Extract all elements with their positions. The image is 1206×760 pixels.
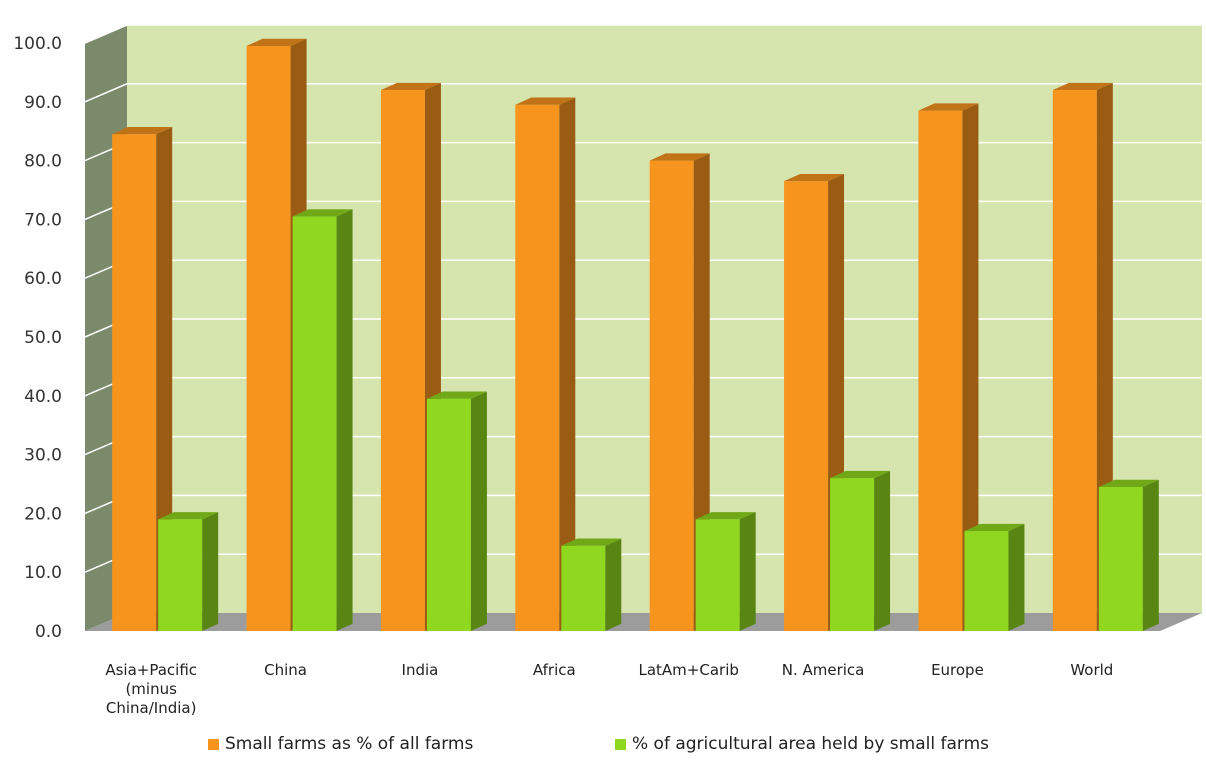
bar-agri-area-front	[695, 519, 740, 631]
bar-agri-area-front	[426, 398, 471, 631]
bar-agri-area-top	[695, 512, 756, 520]
bar-agri-area-front	[561, 545, 606, 631]
x-tick-label: N. America	[782, 661, 865, 679]
bar-small-farms-front	[112, 134, 157, 631]
bar-agri-area-side	[1008, 523, 1025, 631]
y-tick-label: 70.0	[24, 210, 62, 230]
bar-agri-area-front	[158, 519, 203, 631]
bar-small-farms	[112, 126, 173, 631]
x-tick-label: (minus	[125, 680, 177, 698]
x-tick-label: World	[1070, 661, 1113, 679]
bar-small-farms-front	[918, 110, 963, 632]
gridline	[84, 83, 1202, 103]
bar-small-farms-top	[918, 103, 979, 111]
bar-agri-area	[695, 512, 756, 631]
bar-agri-area-front	[292, 216, 337, 631]
bar-agri-area	[158, 512, 219, 631]
y-tick-label: 50.0	[24, 328, 62, 348]
bar-small-farms-side	[693, 153, 710, 631]
bar-agri-area	[561, 538, 622, 631]
bar-small-farms-top	[649, 153, 710, 161]
y-tick-label: 20.0	[24, 504, 62, 524]
x-tick-label: Asia+Pacific	[105, 661, 197, 679]
bar-agri-area-front	[964, 531, 1009, 631]
bar-agri-area-side	[874, 470, 891, 631]
bar-agri-area-top	[158, 512, 219, 520]
bar-small-farms	[380, 82, 441, 632]
bar-small-farms-front	[1052, 90, 1097, 632]
bar-small-farms	[918, 103, 979, 632]
legend: Small farms as % of all farms % of agric…	[0, 730, 1206, 756]
bar-agri-area-side	[202, 512, 219, 631]
bar-agri-area-side	[470, 391, 487, 631]
y-tick-label: 0.0	[35, 622, 62, 642]
bar-agri-area-top	[561, 538, 622, 546]
bar-small-farms-front	[784, 181, 829, 631]
bar-agri-area	[830, 470, 891, 631]
bar-agri-area-top	[830, 470, 891, 479]
bar-small-farms-front	[380, 90, 425, 632]
bar-small-farms	[649, 153, 710, 631]
x-tick-label: China/India)	[106, 699, 197, 717]
legend-item-small-farms: Small farms as % of all farms	[208, 734, 473, 754]
gridline	[84, 24, 1202, 44]
bar-small-farms-top	[246, 38, 307, 46]
bar-small-farms-side	[962, 103, 979, 632]
legend-item-agri-area: % of agricultural area held by small far…	[615, 734, 989, 754]
bar-small-farms-top	[112, 126, 173, 135]
x-tick-label: India	[402, 661, 439, 679]
bar-agri-area-side	[605, 538, 622, 631]
y-tick-label: 40.0	[24, 387, 62, 407]
x-tick-label: Africa	[533, 661, 576, 679]
bar-agri-area-top	[1098, 479, 1159, 487]
bar-small-farms-top	[515, 97, 576, 105]
bar-small-farms-side	[156, 126, 173, 631]
bar-small-farms-front	[515, 104, 560, 632]
y-tick-label: 100.0	[13, 34, 62, 54]
legend-label-agri-area: % of agricultural area held by small far…	[632, 734, 989, 754]
bar-small-farms-top	[784, 173, 845, 182]
x-tick-label: Europe	[931, 661, 984, 679]
legend-swatch-small-farms	[208, 738, 219, 750]
bar-agri-area-front	[1098, 486, 1143, 631]
bar-small-farms-front	[246, 45, 291, 631]
y-tick-label: 60.0	[24, 269, 62, 289]
bar-agri-area	[1098, 479, 1159, 631]
legend-swatch-agri-area	[615, 738, 626, 750]
bar-agri-area-side	[1142, 479, 1159, 631]
bar-agri-area-top	[292, 209, 353, 217]
bar-agri-area	[426, 391, 487, 631]
x-tick-label: LatAm+Carib	[638, 661, 738, 679]
y-tick-label: 80.0	[24, 152, 62, 172]
bar-small-farms	[515, 97, 576, 632]
bar-small-farms-top	[1052, 82, 1113, 91]
y-tick-label: 30.0	[24, 446, 62, 466]
y-tick-label: 10.0	[24, 563, 62, 583]
x-tick-label: China	[264, 661, 307, 679]
bar-agri-area-side	[739, 512, 756, 631]
bar-agri-area-top	[964, 523, 1025, 532]
bar-agri-area-front	[830, 478, 875, 631]
bar-small-farms	[1052, 82, 1113, 632]
bar-agri-area-side	[336, 209, 353, 631]
bar-agri-area	[964, 523, 1025, 631]
bar-agri-area	[292, 209, 353, 631]
bar-small-farms-side	[559, 97, 576, 632]
bar-small-farms-top	[380, 82, 441, 91]
legend-label-small-farms: Small farms as % of all farms	[225, 734, 474, 754]
y-tick-label: 90.0	[24, 93, 62, 113]
bar-small-farms-front	[649, 160, 694, 631]
bar-agri-area-top	[426, 391, 487, 399]
